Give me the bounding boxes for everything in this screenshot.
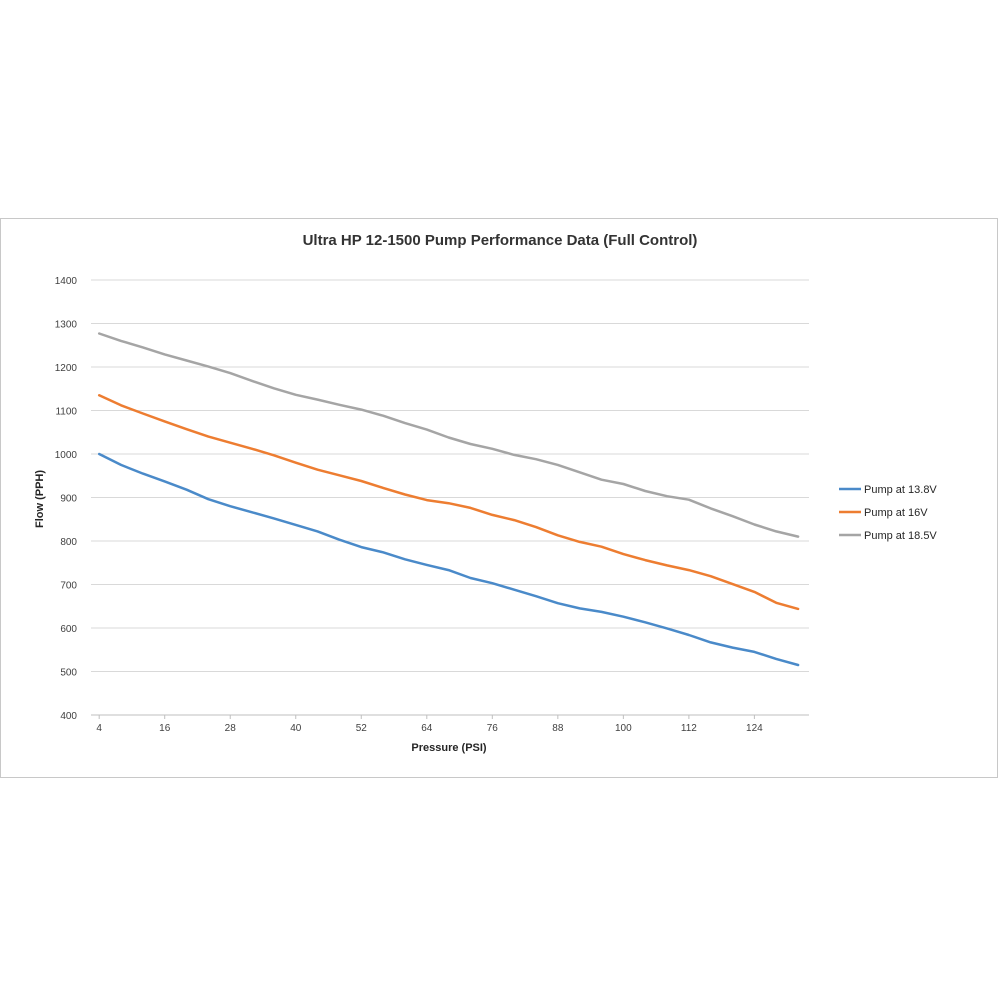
- y-tick-label: 500: [60, 668, 77, 679]
- x-tick-label: 100: [615, 723, 632, 734]
- x-tick-label: 4: [96, 723, 102, 734]
- x-tick-label: 28: [225, 723, 237, 734]
- y-tick-label: 900: [60, 494, 77, 505]
- y-tick-label: 1300: [55, 320, 78, 331]
- legend-label: Pump at 13.8V: [864, 484, 937, 496]
- series-line-3: [97, 332, 800, 538]
- y-tick-label: 1100: [55, 407, 77, 418]
- legend-label: Pump at 18.5V: [864, 530, 937, 542]
- y-tick-label: 400: [60, 711, 77, 722]
- x-tick-label: 88: [552, 723, 564, 734]
- y-tick-label: 1400: [55, 276, 78, 287]
- series-line-2: [97, 394, 800, 611]
- y-tick-label: 600: [60, 624, 77, 635]
- chart-title: Ultra HP 12-1500 Pump Performance Data (…: [303, 232, 698, 249]
- chart-frame: Ultra HP 12-1500 Pump Performance Data (…: [0, 218, 998, 778]
- x-tick-label: 124: [746, 723, 763, 734]
- y-tick-label: 1000: [55, 450, 78, 461]
- x-tick-label: 40: [290, 723, 302, 734]
- x-axis-label: Pressure (PSI): [411, 742, 487, 754]
- x-tick-label: 64: [421, 723, 433, 734]
- y-tick-label: 700: [60, 581, 77, 592]
- line-chart: Ultra HP 12-1500 Pump Performance Data (…: [34, 232, 937, 754]
- x-tick-label: 112: [681, 723, 697, 734]
- legend-label: Pump at 16V: [864, 507, 928, 519]
- x-tick-label: 16: [159, 723, 171, 734]
- x-tick-label: 76: [487, 723, 499, 734]
- y-axis-label: Flow (PPH): [34, 470, 46, 528]
- x-tick-label: 52: [356, 723, 368, 734]
- y-tick-label: 1200: [55, 363, 78, 374]
- series-line-1: [97, 452, 800, 667]
- y-tick-label: 800: [60, 537, 77, 548]
